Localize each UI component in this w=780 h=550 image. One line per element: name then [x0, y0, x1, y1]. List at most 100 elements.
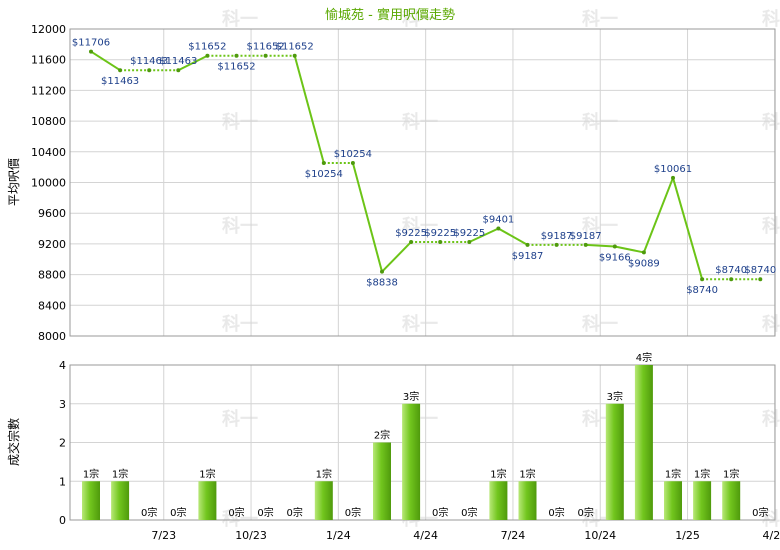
watermark-text: 科一 — [402, 111, 438, 133]
price-line-segment — [614, 245, 645, 254]
watermark-text: 科一 — [222, 111, 258, 133]
price-line — [90, 50, 761, 281]
count-bar — [518, 481, 537, 520]
price-data-label: $8740 — [744, 265, 776, 276]
price-data-label: $10061 — [654, 164, 692, 175]
price-point — [147, 68, 152, 73]
price-point — [438, 239, 443, 244]
count-y-tick: 1 — [59, 475, 66, 488]
price-line-segment — [293, 55, 325, 164]
price-point — [205, 53, 210, 58]
price-data-label: $10254 — [334, 149, 372, 160]
price-point — [380, 269, 384, 274]
count-data-label: 1宗 — [316, 467, 332, 480]
count-y-axis-label: 成交宗數 — [6, 418, 21, 466]
watermark-text: 科一 — [222, 508, 258, 530]
count-data-label: 1宗 — [490, 467, 506, 480]
price-points — [89, 49, 763, 282]
count-bar — [693, 481, 712, 520]
price-y-axis-label: 平均呎價 — [7, 158, 21, 206]
price-data-label: $9187 — [541, 231, 573, 242]
price-y-tick: 11600 — [31, 54, 66, 67]
price-point — [321, 161, 326, 166]
watermark-text: 科一 — [762, 408, 780, 430]
price-y-tick: 10400 — [31, 146, 66, 159]
price-line-segment — [642, 177, 674, 253]
price-data-label: $9166 — [599, 253, 631, 264]
count-y-tick: 3 — [59, 398, 66, 411]
price-data-label: $11463 — [101, 76, 139, 87]
count-bar — [402, 403, 421, 520]
price-data-label: $11652 — [188, 42, 226, 53]
price-point — [525, 242, 530, 247]
x-tick-label: 4/24 — [413, 529, 438, 542]
count-y-ticks: 0 1 2 3 4 — [59, 359, 66, 527]
price-data-label: $8740 — [686, 285, 718, 296]
chart-title: 愉城苑 - 實用呎價走勢 — [325, 7, 455, 23]
price-data-label: $11652 — [276, 42, 314, 53]
watermark-text: 科一 — [222, 313, 258, 335]
watermark-text: 科一 — [222, 215, 258, 237]
price-point — [118, 68, 123, 73]
count-bar — [722, 481, 741, 520]
watermark-text: 科一 — [402, 313, 438, 335]
price-y-tick: 10800 — [31, 115, 66, 128]
count-data-label: 2宗 — [374, 429, 390, 442]
x-tick-label: 10/23 — [235, 529, 267, 542]
count-y-tick: 2 — [59, 437, 66, 450]
price-y-tick: 8400 — [38, 299, 66, 312]
count-data-label: 0宗 — [461, 506, 477, 519]
price-y-tick: 8000 — [38, 330, 66, 343]
price-line-segment — [497, 227, 528, 246]
price-line-segment — [351, 162, 383, 272]
watermarks: 科一科一科一科一科一科一科一科一科一科一科一科一科一科一科一科一科一科一科一科一… — [222, 8, 780, 530]
count-data-label: 0宗 — [752, 506, 768, 519]
count-bar — [198, 481, 217, 520]
price-y-ticks: 8000 8400 8800 9200 9600 10000 10400 10800 11200… — [31, 23, 66, 343]
count-data-label: 0宗 — [345, 506, 361, 519]
watermark-text: 科一 — [222, 408, 258, 430]
price-data-label: $9089 — [628, 258, 660, 269]
count-data-label: 0宗 — [548, 506, 564, 519]
price-y-tick: 9200 — [38, 238, 66, 251]
count-data-label: 0宗 — [141, 506, 157, 519]
watermark-text: 科一 — [762, 215, 780, 237]
x-tick-label: 1/25 — [675, 529, 700, 542]
price-point — [612, 244, 617, 249]
count-bar — [82, 481, 100, 520]
price-plot-frame — [69, 28, 776, 337]
price-point — [176, 68, 181, 73]
price-point — [234, 53, 239, 58]
price-point — [89, 49, 93, 54]
count-y-tick: 0 — [59, 514, 66, 527]
price-data-label: $9187 — [512, 251, 544, 262]
count-bar — [605, 403, 624, 520]
price-point — [350, 161, 355, 166]
price-point — [671, 175, 675, 180]
watermark-text: 科一 — [402, 8, 438, 30]
x-tick-label: 7/23 — [151, 529, 176, 542]
x-tick-label: 10/24 — [584, 529, 616, 542]
price-point — [263, 53, 268, 58]
price-data-label: $8740 — [715, 265, 747, 276]
price-data-label: $9187 — [570, 231, 602, 242]
price-point — [729, 277, 734, 282]
price-point — [467, 239, 472, 244]
price-data-label: $9401 — [482, 214, 514, 225]
price-line-segment — [177, 54, 208, 72]
price-data-label: $9225 — [453, 228, 485, 239]
price-point — [641, 250, 646, 255]
count-bars — [82, 365, 741, 520]
price-point — [583, 242, 588, 247]
x-ticks: 7/23 10/23 1/24 4/24 7/24 10/24 1/25 4/25 — [151, 529, 780, 542]
watermark-text: 科一 — [762, 313, 780, 335]
price-data-label: $11652 — [247, 42, 285, 53]
price-data-label: $9225 — [424, 228, 456, 239]
price-y-tick: 11200 — [31, 84, 66, 97]
count-data-label: 0宗 — [228, 506, 244, 519]
count-bar — [664, 481, 682, 520]
count-data-label: 0宗 — [578, 506, 594, 519]
count-data-label: 1宗 — [723, 467, 739, 480]
price-point — [496, 226, 501, 231]
